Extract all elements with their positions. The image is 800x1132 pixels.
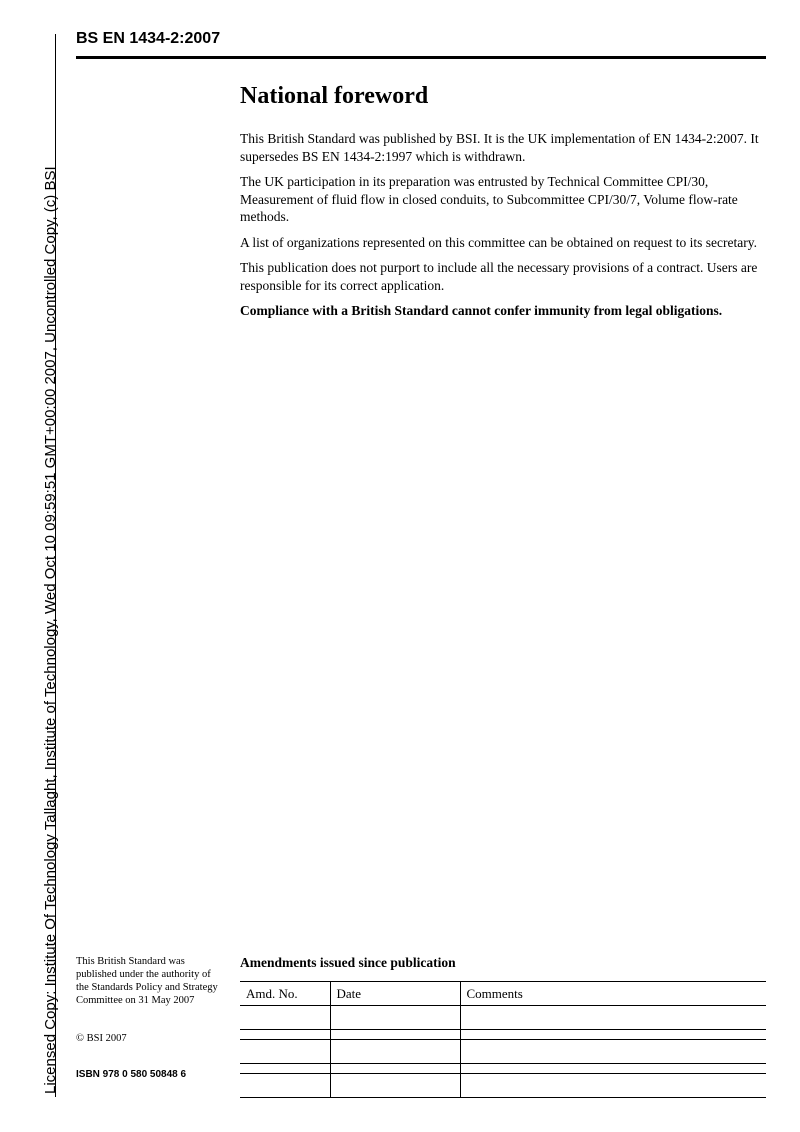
col-comments: Comments [460, 982, 766, 1006]
col-amd-no: Amd. No. [240, 982, 330, 1006]
page-content: BS EN 1434-2:2007 National foreword This… [76, 30, 766, 1098]
authority-note: This British Standard was published unde… [76, 955, 226, 1008]
col-date: Date [330, 982, 460, 1006]
side-notes: This British Standard was published unde… [76, 955, 226, 1081]
amendments-column: Amendments issued since publication Amd.… [240, 955, 766, 1098]
compliance-note: Compliance with a British Standard canno… [240, 302, 762, 320]
license-watermark: Licensed Copy: Institute Of Technology T… [42, 34, 59, 1094]
standard-id: BS EN 1434-2:2007 [76, 30, 766, 48]
table-row [240, 1074, 766, 1098]
amendments-table: Amd. No. Date Comments [240, 981, 766, 1098]
table-row [240, 1040, 766, 1064]
header-rule [76, 56, 766, 59]
main-column: National foreword This British Standard … [240, 83, 762, 320]
table-row [240, 1006, 766, 1030]
copyright-note: © BSI 2007 [76, 1032, 226, 1045]
table-row [240, 1064, 766, 1074]
amendments-title: Amendments issued since publication [240, 955, 766, 971]
foreword-para: This publication does not purport to inc… [240, 259, 762, 294]
table-header-row: Amd. No. Date Comments [240, 982, 766, 1006]
foreword-para: This British Standard was published by B… [240, 130, 762, 165]
footer-block: This British Standard was published unde… [76, 955, 766, 1098]
page-title: National foreword [240, 83, 762, 110]
table-row [240, 1030, 766, 1040]
foreword-para: The UK participation in its preparation … [240, 173, 762, 226]
isbn: ISBN 978 0 580 50848 6 [76, 1069, 226, 1082]
foreword-para: A list of organizations represented on t… [240, 234, 762, 252]
